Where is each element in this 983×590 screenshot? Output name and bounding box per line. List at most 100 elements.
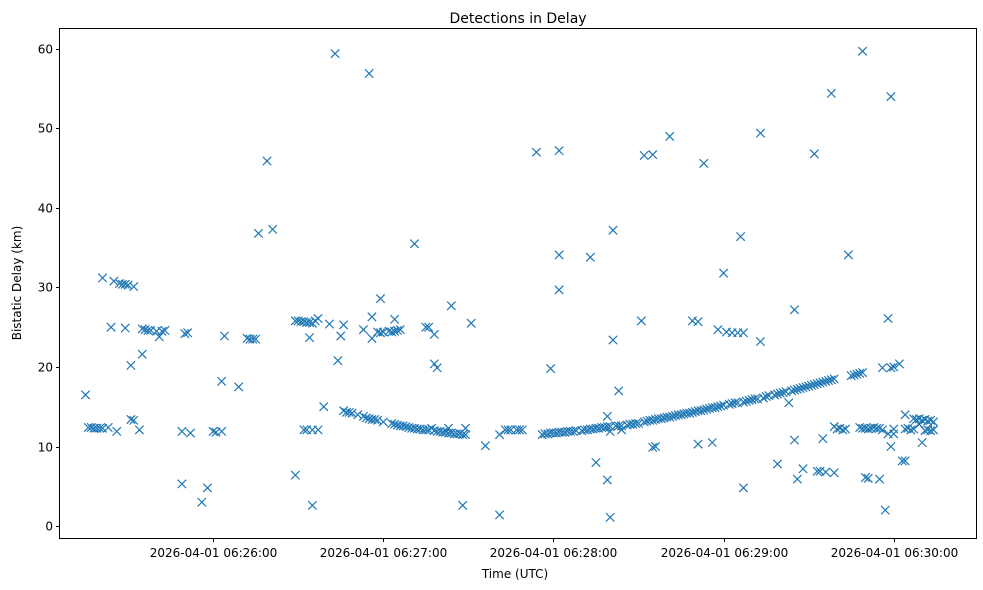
- data-point: [202, 483, 213, 493]
- data-point: [182, 328, 193, 338]
- data-point: [696, 406, 706, 416]
- data-point: [707, 437, 717, 448]
- data-point: [716, 401, 726, 411]
- data-point: [304, 332, 315, 343]
- data-point: [738, 328, 749, 338]
- data-point: [806, 380, 817, 390]
- data-point: [364, 68, 374, 79]
- data-point: [872, 423, 882, 433]
- data-point: [857, 367, 868, 378]
- data-point: [219, 331, 230, 341]
- y-tick-label: 40: [38, 202, 53, 216]
- data-point: [545, 363, 556, 374]
- data-point: [772, 389, 783, 399]
- data-point: [928, 425, 939, 435]
- data-point: [818, 377, 828, 387]
- data-point: [353, 410, 363, 420]
- data-point: [177, 426, 187, 437]
- data-point: [741, 396, 751, 406]
- data-point: [585, 252, 595, 262]
- x-tick-label: 2026-04-01 06:27:00: [320, 546, 447, 560]
- data-point: [852, 369, 862, 379]
- data-point: [778, 387, 788, 398]
- data-point: [375, 328, 386, 338]
- data-point: [217, 426, 227, 437]
- data-point: [755, 336, 766, 347]
- data-point: [129, 282, 139, 292]
- data-point: [829, 374, 839, 384]
- data-point: [758, 393, 768, 403]
- data-point: [367, 312, 377, 322]
- data-point: [392, 325, 403, 336]
- data-point: [387, 418, 397, 429]
- data-point: [120, 279, 130, 289]
- data-point: [375, 293, 386, 304]
- data-point: [877, 425, 888, 435]
- data-point: [106, 322, 116, 332]
- y-tick-label: 30: [38, 281, 53, 295]
- data-point: [336, 331, 346, 341]
- y-tick-label: 0: [45, 520, 53, 534]
- data-point: [390, 326, 400, 336]
- data-point: [109, 276, 119, 286]
- data-point: [789, 435, 800, 445]
- data-point: [333, 356, 343, 366]
- data-point: [667, 411, 678, 421]
- data-point: [180, 328, 190, 339]
- data-point: [840, 424, 851, 434]
- data-point: [591, 457, 601, 468]
- data-point: [826, 88, 836, 99]
- data-point: [772, 459, 783, 469]
- data-point: [330, 49, 340, 59]
- data-point: [926, 426, 936, 436]
- data-point: [616, 425, 627, 435]
- data-point: [424, 322, 434, 332]
- data-point: [718, 268, 729, 278]
- y-tick-label: 20: [38, 361, 53, 375]
- data-point: [126, 414, 136, 425]
- data-point: [304, 317, 315, 328]
- data-point: [838, 425, 848, 435]
- data-point: [217, 376, 227, 386]
- data-point: [514, 425, 525, 435]
- data-point: [185, 428, 196, 438]
- data-point: [798, 383, 808, 393]
- data-point: [429, 359, 439, 369]
- data-point: [775, 388, 785, 398]
- x-tick-label: 2026-04-01 06:28:00: [490, 546, 617, 560]
- data-point: [812, 379, 822, 389]
- data-point: [614, 421, 624, 431]
- chart-title: Detections in Delay: [449, 11, 586, 27]
- data-point: [735, 231, 746, 242]
- data-point: [843, 250, 854, 260]
- data-point: [103, 422, 113, 433]
- data-point: [761, 391, 771, 402]
- data-point: [614, 386, 624, 396]
- data-point: [821, 376, 831, 386]
- data-point: [608, 225, 618, 235]
- data-point: [886, 91, 896, 102]
- data-point: [804, 381, 814, 391]
- data-point: [648, 150, 658, 160]
- data-point: [908, 424, 919, 434]
- data-point: [874, 474, 885, 484]
- x-axis-label: Time (UTC): [481, 567, 548, 581]
- y-axis-label: Bistatic Delay (km): [10, 226, 24, 341]
- data-point: [687, 407, 698, 417]
- data-point: [713, 402, 723, 412]
- data-point: [693, 439, 703, 449]
- data-point: [631, 418, 641, 429]
- data-point: [792, 384, 802, 394]
- data-point: [531, 147, 542, 157]
- data-point: [849, 370, 859, 380]
- x-tick-label: 2026-04-01 06:30:00: [831, 546, 958, 560]
- data-point: [370, 414, 380, 425]
- plot-frame: [59, 28, 977, 539]
- data-point: [650, 441, 661, 452]
- data-point: [889, 362, 899, 372]
- data-point: [860, 472, 871, 483]
- data-point: [846, 371, 856, 381]
- data-point: [798, 464, 808, 474]
